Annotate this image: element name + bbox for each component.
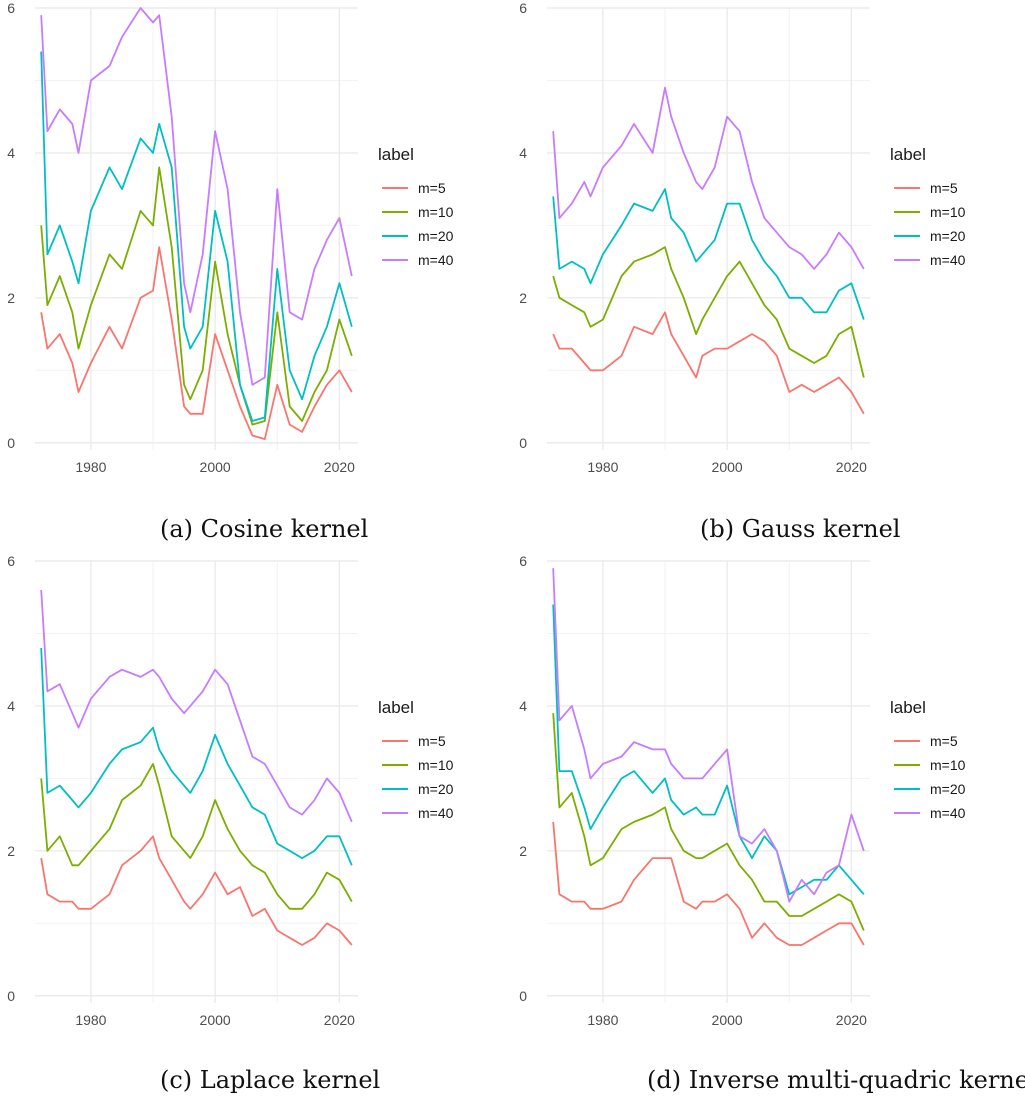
y-tick-label: 0 xyxy=(519,435,527,451)
legend-label-m20: m=20 xyxy=(930,781,966,797)
series-line-m10 xyxy=(40,166,353,426)
legend-label-m40: m=40 xyxy=(930,252,966,268)
series-line-m40 xyxy=(552,86,865,270)
panel-gauss: 0 2 4 6 1980 2000 2020 label m=5 m=10 m=20 m=40 (b)… xyxy=(512,0,1024,553)
legend-title: label xyxy=(378,698,414,717)
series-line-m40 xyxy=(552,568,865,903)
x-tick-label: 2000 xyxy=(200,1012,231,1028)
y-tick-label: 0 xyxy=(7,988,15,1004)
series-line-m5 xyxy=(40,246,353,441)
caption-gauss: (b) Gauss kernel xyxy=(700,515,901,543)
series-line-m10 xyxy=(552,713,865,931)
legend-label-m20: m=20 xyxy=(418,781,454,797)
panel-cosine: 0 2 4 6 1980 2000 2020 label m=5 m=10 m=20 m=40 (a)… xyxy=(0,0,512,553)
series-line-m5 xyxy=(552,821,865,946)
panel-laplace: 0 2 4 6 1980 2000 2020 label m=5 m=10 m=20 m=40 (c)… xyxy=(0,553,512,1106)
y-tick-label: 2 xyxy=(7,290,15,306)
series-line-m20 xyxy=(40,51,353,422)
legend-label-m20: m=20 xyxy=(930,228,966,244)
legend-label-m10: m=10 xyxy=(418,204,454,220)
series-line-m20 xyxy=(552,604,865,896)
series-line-m5 xyxy=(40,835,353,946)
series-line-m10 xyxy=(552,246,865,378)
y-tick-label: 4 xyxy=(7,698,15,714)
x-tick-label: 2000 xyxy=(712,459,743,475)
y-tick-label: 6 xyxy=(7,0,15,16)
x-tick-label: 2020 xyxy=(836,1012,867,1028)
y-tick-label: 4 xyxy=(7,145,15,161)
y-tick-label: 6 xyxy=(519,0,527,16)
legend-label-m5: m=5 xyxy=(418,733,446,749)
x-tick-label: 1980 xyxy=(75,459,106,475)
legend-title: label xyxy=(890,145,926,164)
legend-label-m5: m=5 xyxy=(930,180,958,196)
caption-inverse-multiquadric: (d) Inverse multi-quadric kernel xyxy=(647,1066,1025,1094)
y-tick-label: 2 xyxy=(7,843,15,859)
legend-label-m40: m=40 xyxy=(418,805,454,821)
x-tick-label: 1980 xyxy=(587,1012,618,1028)
y-tick-label: 4 xyxy=(519,698,527,714)
legend-label-m10: m=10 xyxy=(930,757,966,773)
y-tick-label: 0 xyxy=(519,988,527,1004)
caption-laplace: (c) Laplace kernel xyxy=(160,1066,381,1094)
legend-label-m5: m=5 xyxy=(930,733,958,749)
series-line-m20 xyxy=(40,647,353,866)
legend-label-m10: m=10 xyxy=(418,757,454,773)
legend-label-m40: m=40 xyxy=(930,805,966,821)
legend-label-m10: m=10 xyxy=(930,204,966,220)
legend-label-m5: m=5 xyxy=(418,180,446,196)
x-tick-label: 2020 xyxy=(324,459,355,475)
x-tick-label: 1980 xyxy=(587,459,618,475)
y-tick-label: 0 xyxy=(7,435,15,451)
series-line-m40 xyxy=(40,589,353,823)
y-tick-label: 6 xyxy=(7,553,15,569)
y-tick-label: 6 xyxy=(519,553,527,569)
y-tick-label: 4 xyxy=(519,145,527,161)
legend-title: label xyxy=(378,145,414,164)
caption-cosine: (a) Cosine kernel xyxy=(160,515,369,543)
legend-label-m20: m=20 xyxy=(418,228,454,244)
legend-label-m40: m=40 xyxy=(418,252,454,268)
x-tick-label: 2020 xyxy=(836,459,867,475)
y-tick-label: 2 xyxy=(519,843,527,859)
x-tick-label: 2020 xyxy=(324,1012,355,1028)
panel-inverse-multiquadric: 0 2 4 6 1980 2000 2020 label m=5 m=10 m=20 m=40 (d)… xyxy=(512,553,1025,1106)
legend-title: label xyxy=(890,698,926,717)
series-line-m10 xyxy=(40,762,353,910)
series-line-m20 xyxy=(552,188,865,320)
x-tick-label: 2000 xyxy=(712,1012,743,1028)
x-tick-label: 1980 xyxy=(75,1012,106,1028)
series-line-m5 xyxy=(552,311,865,415)
x-tick-label: 2000 xyxy=(200,459,231,475)
series-line-m40 xyxy=(40,7,353,386)
y-tick-label: 2 xyxy=(519,290,527,306)
